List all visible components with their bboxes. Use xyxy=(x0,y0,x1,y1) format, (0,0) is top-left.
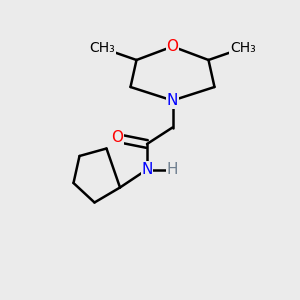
Text: N: N xyxy=(141,162,153,177)
Text: O: O xyxy=(167,39,178,54)
Text: H: H xyxy=(167,162,178,177)
Text: N: N xyxy=(167,93,178,108)
Text: O: O xyxy=(111,130,123,146)
Text: CH₃: CH₃ xyxy=(230,41,256,55)
Text: CH₃: CH₃ xyxy=(89,41,115,55)
